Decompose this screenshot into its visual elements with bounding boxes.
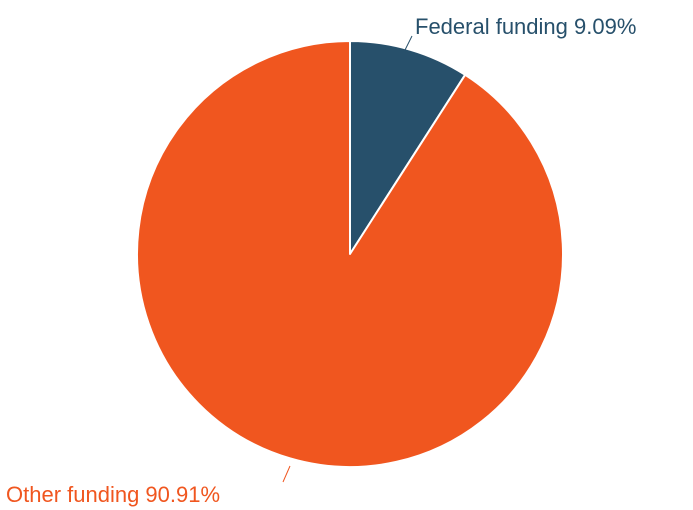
pie-slice-other-funding bbox=[136, 40, 564, 468]
leader-line-other-funding bbox=[282, 465, 291, 483]
slice-label-federal-funding: Federal funding 9.09% bbox=[415, 14, 636, 39]
slice-label-other-funding: Other funding 90.91% bbox=[6, 482, 220, 507]
pie-slices bbox=[136, 40, 564, 468]
label-leader-lines bbox=[282, 35, 413, 483]
pie-slice-federal-funding bbox=[349, 40, 467, 255]
leader-line-federal-funding bbox=[404, 35, 413, 51]
